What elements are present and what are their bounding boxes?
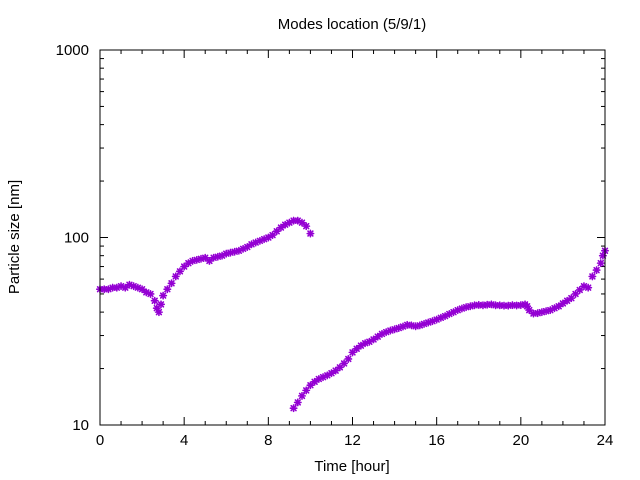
y-tick-label: 10: [72, 417, 89, 434]
data-point: [302, 386, 311, 395]
x-tick-label: 12: [344, 432, 361, 449]
plot-frame: [99, 49, 606, 426]
data-point: [159, 291, 168, 300]
x-tick-label: 8: [264, 432, 272, 449]
data-point: [554, 302, 563, 311]
data-point: [592, 266, 601, 275]
data-point: [302, 222, 311, 231]
data-point: [344, 354, 353, 363]
x-tick-label: 0: [96, 432, 104, 449]
x-tick-label: 20: [512, 432, 529, 449]
data-points: [96, 216, 610, 413]
data-point: [293, 398, 302, 407]
data-point: [243, 242, 252, 251]
data-point: [154, 308, 163, 317]
tick-labels: 0 4 8 12 16 20 24 10 100 1000: [56, 42, 614, 449]
data-point: [146, 289, 155, 298]
data-point: [171, 272, 180, 281]
x-tick-label: 16: [428, 432, 445, 449]
y-tick-label: 1000: [56, 42, 89, 59]
y-tick-label: 100: [64, 230, 89, 247]
data-point: [567, 294, 576, 303]
x-tick-label: 4: [180, 432, 188, 449]
axis-ticks: [99, 49, 606, 426]
data-point: [306, 229, 315, 238]
data-point: [167, 279, 176, 288]
data-point: [276, 223, 285, 232]
data-point: [584, 283, 593, 292]
data-point: [306, 381, 315, 390]
x-tick-label: 24: [597, 432, 614, 449]
data-point: [369, 335, 378, 344]
data-point: [175, 267, 184, 276]
data-point: [558, 299, 567, 308]
data-point: [525, 306, 534, 315]
data-point: [289, 404, 298, 413]
data-point: [163, 285, 172, 294]
data-point: [327, 369, 336, 378]
data-point: [575, 285, 584, 294]
data-point: [596, 259, 605, 268]
data-point: [157, 300, 166, 309]
y-axis-label: Particle size [nm]: [6, 180, 23, 294]
data-point: [352, 344, 361, 353]
x-axis-label: Time [hour]: [314, 458, 389, 475]
data-point: [588, 272, 597, 281]
data-point: [297, 391, 307, 400]
data-point: [150, 296, 159, 305]
chart-title: Modes location (5/9/1): [278, 16, 426, 33]
